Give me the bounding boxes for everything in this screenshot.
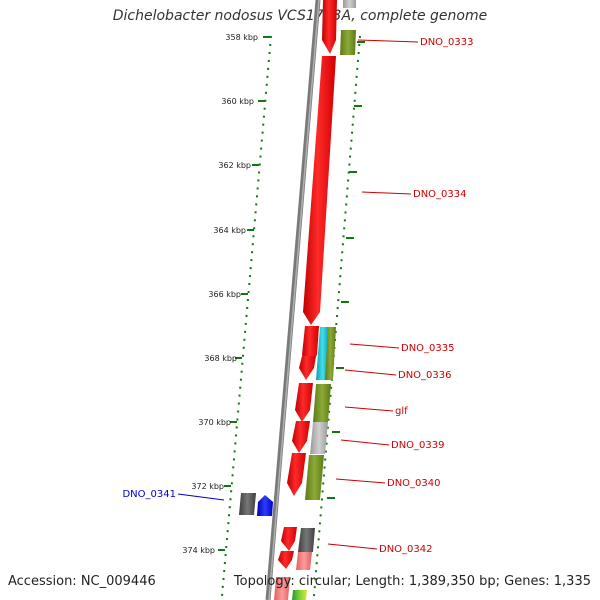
- cds-forward-features[interactable]: [274, 0, 337, 600]
- cds-dno-0339: [292, 421, 310, 453]
- cog-block-top-gray: [343, 0, 356, 8]
- topology-label: Topology: circular; Length: 1,389,350 bp…: [233, 574, 591, 589]
- map-title: Dichelobacter nodosus VCS1703A, complete…: [112, 8, 488, 24]
- cds-reverse-features[interactable]: [239, 493, 273, 516]
- gene-label-dno-0339: DNO_0339: [391, 440, 445, 451]
- scale-label-360: 360 kbp: [221, 97, 254, 106]
- cds-dno-0333: [322, 0, 337, 54]
- cds-dno-0340: [287, 453, 306, 496]
- gene-label-dno-0342: DNO_0342: [379, 544, 433, 555]
- gene-label-dno-0333: DNO_0333: [420, 37, 474, 48]
- scale-label-362: 362 kbp: [218, 161, 251, 170]
- cds-dno-0334: [303, 56, 336, 325]
- gene-label-dno-0340: DNO_0340: [387, 478, 441, 489]
- scale-label-374: 374 kbp: [182, 546, 215, 555]
- cds-dno-0342-b: [278, 551, 294, 569]
- cds-dno-0336: [299, 356, 316, 380]
- scale-label-358: 358 kbp: [225, 33, 258, 42]
- major-ticks: [218, 36, 365, 551]
- cds-dno-0341: [257, 495, 273, 516]
- cog-block-dno-0342: [298, 528, 315, 552]
- gene-label-glf: glf: [395, 406, 408, 417]
- gene-label-dno-0341: DNO_0341: [122, 489, 176, 500]
- genome-backbone: [265, 0, 321, 600]
- gene-label-dno-0334: DNO_0334: [413, 189, 467, 200]
- cog-features[interactable]: [292, 0, 356, 600]
- gene-label-dno-0335: DNO_0335: [401, 343, 455, 354]
- cog-block-bottom: [292, 590, 307, 600]
- scale-labels: 358 kbp 360 kbp 362 kbp 364 kbp 366 kbp …: [182, 33, 258, 555]
- scale-label-364: 364 kbp: [213, 226, 246, 235]
- cds-bottom-pink: [274, 577, 290, 600]
- scale-label-370: 370 kbp: [198, 418, 231, 427]
- scale-ticks: [221, 35, 361, 597]
- gene-labels[interactable]: DNO_0333 DNO_0334 DNO_0335 DNO_0336 glf …: [122, 37, 473, 555]
- cds-glf: [295, 383, 313, 422]
- scale-label-372: 372 kbp: [191, 482, 224, 491]
- gene-label-dno-0336: DNO_0336: [398, 370, 452, 381]
- label-leaders: [177, 39, 419, 550]
- cog-block-dno-0341: [239, 493, 256, 515]
- cog-block-dno-0339: [310, 422, 328, 454]
- accession-label: Accession: NC_009446: [8, 574, 156, 589]
- cog-block-dno-0340: [305, 455, 324, 500]
- cds-dno-0342-a: [281, 527, 297, 551]
- scale-label-368: 368 kbp: [204, 354, 237, 363]
- cog-block-dno-0333: [340, 30, 356, 55]
- cog-block-dno-0342-b: [296, 552, 312, 570]
- scale-label-366: 366 kbp: [208, 290, 241, 299]
- cog-block-dno-0336: [325, 327, 336, 380]
- cog-block-glf: [313, 384, 331, 422]
